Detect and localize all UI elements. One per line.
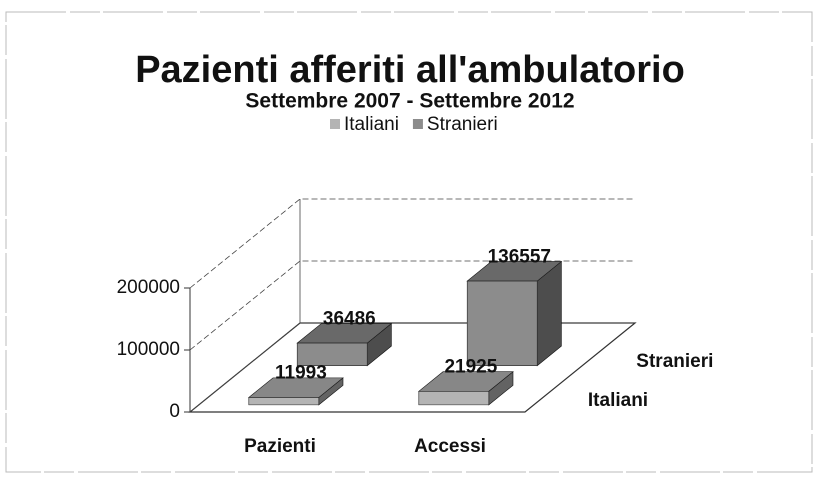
bar	[296, 322, 393, 367]
bar	[417, 371, 514, 406]
depth-label: Italiani	[588, 390, 648, 411]
bar-front	[248, 397, 320, 406]
chart-frame	[5, 11, 813, 473]
bar-front	[466, 280, 538, 367]
grid-line	[189, 198, 635, 289]
y-tick-label: 0	[169, 401, 180, 422]
chart-title: Pazienti afferiti all'ambulatorio	[135, 49, 685, 91]
legend-swatch	[412, 119, 423, 129]
legend-swatch	[330, 119, 340, 129]
data-label: 136557	[488, 246, 551, 267]
grid-line	[189, 260, 635, 351]
data-label: 36486	[323, 308, 376, 329]
x-tick-label: Pazienti	[244, 436, 316, 457]
y-tick-label: 100000	[117, 339, 180, 360]
bar	[247, 377, 344, 406]
bar-front	[296, 342, 368, 367]
depth-label: Stranieri	[636, 351, 713, 372]
y-tick-label: 200000	[117, 277, 180, 298]
bar-front	[418, 390, 490, 406]
data-label: 11993	[275, 363, 327, 384]
legend-label: Stranieri	[427, 114, 498, 135]
data-label: 21925	[444, 357, 497, 378]
legend: Italiani Stranieri	[330, 114, 498, 135]
bar	[466, 260, 563, 367]
x-tick-label: Accessi	[414, 436, 486, 457]
legend-label: Italiani	[344, 114, 399, 135]
chart-subtitle: Settembre 2007 - Settembre 2012	[245, 90, 574, 113]
